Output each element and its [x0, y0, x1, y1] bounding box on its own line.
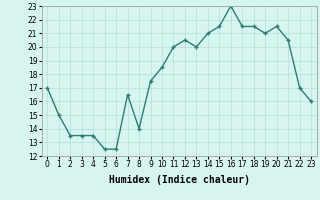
- X-axis label: Humidex (Indice chaleur): Humidex (Indice chaleur): [109, 175, 250, 185]
